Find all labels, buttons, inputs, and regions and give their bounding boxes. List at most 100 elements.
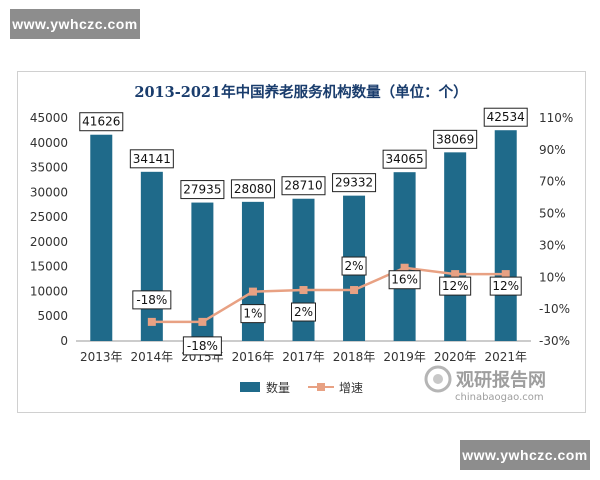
chart-title: 2013-2021年中国养老服务机构数量（单位：个）: [134, 83, 467, 101]
growth-value-label-box: [182, 336, 222, 356]
bar-value-label-text: 41626: [82, 115, 120, 129]
bar: [140, 171, 163, 341]
left-axis-tick-label: 40000: [30, 136, 68, 150]
bar: [191, 202, 214, 341]
bar-value-label-text: 27935: [183, 183, 221, 197]
x-axis-labels: 2013年 2014年 2015年 2016年 2017年 2018年 2019年 2020年…: [80, 350, 527, 364]
legend-label-bars: 数量: [266, 380, 290, 395]
legend-swatch-bars: [240, 382, 260, 392]
growth-value-label: 12%: [489, 276, 522, 296]
growth-value-label: 2%: [291, 302, 316, 322]
bar-value-label-text: 42534: [487, 110, 525, 124]
bar-value-label: 28080: [230, 179, 275, 199]
right-axis-tick-label: 90%: [539, 143, 566, 157]
growth-value-label: 16%: [388, 270, 421, 290]
growth-marker: [198, 317, 207, 326]
bar-value-labels: 41626 34141 27935 28080 28710 29332 34065 38069…: [79, 107, 528, 200]
x-axis-tick-label: 2020年: [434, 350, 477, 364]
growth-value-label-text: -18%: [187, 339, 218, 353]
right-axis-tick-label: 50%: [539, 207, 566, 221]
x-axis-tick-label: 2018年: [333, 350, 376, 364]
legend-label-line: 增速: [339, 381, 363, 395]
brand-logo: 观研报告网 chinabaogao.com: [424, 365, 546, 403]
growth-marker: [248, 287, 257, 296]
brand-logo-icon-inner: [433, 374, 443, 384]
growth-marker: [451, 270, 460, 279]
left-axis-ticks: 0 5000 10000 15000 20000 25000 30000 35000 40000…: [30, 111, 68, 348]
watermark-bottom-text: www.ywhczc.com: [462, 447, 588, 463]
bar-value-label-text: 28080: [234, 182, 272, 196]
bar-value-label: 34065: [382, 149, 427, 169]
growth-value-label-box: [132, 290, 172, 310]
x-axis-tick-label: 2021年: [484, 350, 527, 364]
growth-line: [151, 266, 506, 324]
left-axis-tick-label: 10000: [30, 284, 68, 298]
bar: [90, 134, 113, 341]
growth-marker: [147, 317, 156, 326]
growth-marker: [400, 263, 409, 272]
growth-value-label-text: 16%: [391, 273, 418, 287]
bar-value-label-text: 34141: [133, 152, 171, 166]
watermark-bottom: www.ywhczc.com: [460, 440, 590, 470]
chart-frame: 2013-2021年中国养老服务机构数量（单位：个） 0 5000 10000 150…: [17, 71, 586, 413]
left-axis-tick-label: 35000: [30, 161, 68, 175]
growth-value-label-text: -18%: [136, 293, 167, 307]
bar: [494, 130, 517, 341]
right-axis-tick-label: 30%: [539, 238, 566, 252]
growth-marker: [350, 286, 359, 295]
right-axis-tick-label: 70%: [539, 175, 566, 189]
growth-value-label: 1%: [240, 304, 266, 324]
chart-svg: 2013-2021年中国养老服务机构数量（单位：个） 0 5000 10000 150…: [30, 83, 574, 403]
watermark-top: www.ywhczc.com: [10, 9, 140, 39]
bar-value-label-text: 34065: [386, 152, 424, 166]
left-axis-tick-label: 15000: [30, 260, 68, 274]
growth-value-label: 12%: [439, 276, 472, 296]
growth-value-label-box: [291, 302, 316, 322]
right-axis-ticks: -30% -10% 10% 30% 50% 70% 90% 110%: [539, 111, 573, 348]
bar-value-label-box: [79, 112, 124, 132]
bar-value-label-box: [433, 129, 478, 149]
legend-swatch-marker: [317, 383, 325, 391]
left-axis-tick-label: 5000: [37, 309, 68, 323]
bar-value-label-text: 38069: [436, 132, 474, 146]
bar-value-label-box: [129, 149, 174, 169]
growth-value-label-box: [439, 276, 472, 296]
x-axis-tick-label: 2016年: [232, 350, 275, 364]
left-axis-tick-label: 20000: [30, 235, 68, 249]
x-axis-tick-label: 2019年: [383, 350, 426, 364]
bar-value-label: 38069: [433, 129, 478, 149]
bar: [444, 152, 467, 341]
bar-value-label-box: [382, 149, 427, 169]
bar-value-label: 27935: [180, 180, 225, 200]
bar-value-label: 29332: [332, 173, 377, 193]
x-axis-tick-label: 2013年: [80, 350, 123, 364]
growth-value-label-text: 2%: [294, 305, 313, 319]
left-axis-tick-label: 45000: [30, 111, 68, 125]
growth-value-label-text: 1%: [243, 307, 262, 321]
x-axis-tick-label: 2014年: [131, 350, 174, 364]
growth-marker: [299, 286, 308, 295]
bar-value-label-box: [180, 180, 225, 200]
brand-logo-icon: [424, 365, 452, 393]
growth-value-label-box: [341, 256, 367, 276]
growth-value-label-box: [489, 276, 522, 296]
right-axis-tick-label: -30%: [539, 334, 570, 348]
bar-value-label-box: [230, 179, 275, 199]
bar-value-label-box: [332, 173, 377, 193]
growth-marker: [501, 270, 510, 279]
bar-value-label: 42534: [483, 107, 528, 127]
growth-value-label-text: 12%: [442, 279, 469, 293]
bar: [393, 172, 416, 341]
bar-value-label-text: 28710: [284, 179, 322, 193]
growth-value-label-text: 12%: [492, 279, 519, 293]
left-axis-tick-label: 25000: [30, 210, 68, 224]
growth-value-label-text: 2%: [345, 259, 364, 273]
bar-value-label: 28710: [281, 176, 326, 196]
x-axis-tick-label: 2017年: [282, 350, 325, 364]
bar-value-label: 41626: [79, 112, 124, 132]
brand-url: chinabaogao.com: [455, 392, 544, 403]
right-axis-tick-label: 110%: [539, 111, 573, 125]
left-axis-tick-label: 30000: [30, 185, 68, 199]
right-axis-tick-label: 10%: [539, 270, 566, 284]
